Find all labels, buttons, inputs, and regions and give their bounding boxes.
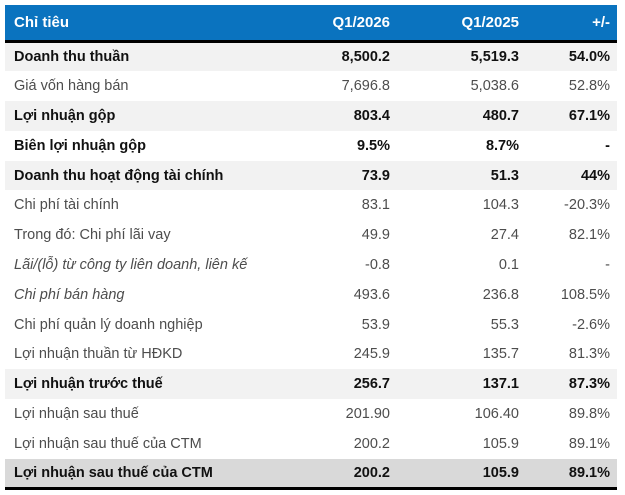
cell-q1-2025: 137.1 (397, 369, 526, 400)
cell-q1-2025: 27.4 (490, 227, 519, 244)
row-label: Lợi nhuận thuần từ HĐKD (14, 346, 183, 363)
table-row: Biên lợi nhuận gộp 9.5% 8.7% - (5, 131, 617, 161)
cell-q1-2025: 51.3 (397, 160, 526, 191)
cell-change: - (605, 137, 610, 154)
table-row: Chi phí tài chính 83.1 104.3 -20.3% (5, 190, 617, 220)
row-label: Giá vốn hàng bán (14, 78, 129, 95)
header-row: Chỉ tiêu Q1/2026 Q1/2025 +/- (5, 5, 617, 43)
cell-change: - (605, 256, 610, 273)
table-row: Chi phí bán hàng 493.6 236.8 108.5% (5, 280, 617, 310)
cell-q1-2026: 200.2 (353, 435, 390, 452)
table-row: Doanh thu thuần 8,500.2 5,519.3 54.0% (5, 41, 617, 72)
column-header-change: +/- (526, 5, 617, 43)
cell-q1-2026: 9.5% (356, 137, 390, 154)
row-label: Lợi nhuận gộp (5, 101, 285, 131)
cell-q1-2026: 49.9 (361, 227, 390, 244)
row-label: Trong đó: Chi phí lãi vay (14, 227, 171, 244)
column-header-indicator: Chỉ tiêu (5, 5, 285, 43)
table-row: Lãi/(lỗ) từ công ty liên doanh, liên kế -… (5, 250, 617, 280)
cell-change: 52.8% (568, 78, 610, 95)
cell-q1-2025: 0.1 (498, 256, 519, 273)
column-header-q1-2026: Q1/2026 (285, 5, 397, 43)
cell-change: 89.1% (526, 458, 617, 490)
table-row: Doanh thu hoạt động tài chính 73.9 51.3 44% (5, 160, 617, 191)
cell-q1-2025: 106.40 (474, 405, 519, 422)
cell-change: 87.3% (526, 369, 617, 400)
table-row: Lợi nhuận gộp 803.4 480.7 67.1% (5, 101, 617, 131)
cell-change: 54.0% (526, 41, 617, 72)
cell-q1-2026: 803.4 (285, 101, 397, 131)
row-label: Chi phí quản lý doanh nghiệp (14, 316, 203, 333)
cell-q1-2026: 493.6 (353, 286, 390, 303)
table-row: Giá vốn hàng bán 7,696.8 5,038.6 52.8% (5, 71, 617, 101)
cell-change: 81.3% (568, 346, 610, 363)
cell-q1-2025: 55.3 (490, 316, 519, 333)
cell-q1-2025: 105.9 (482, 435, 519, 452)
cell-q1-2026: 200.2 (285, 458, 397, 490)
cell-q1-2025: 480.7 (397, 101, 526, 131)
cell-q1-2026: 8,500.2 (285, 41, 397, 72)
cell-q1-2025: 104.3 (482, 197, 519, 214)
table-body: Doanh thu thuần 8,500.2 5,519.3 54.0% Giá vố… (5, 41, 617, 490)
cell-q1-2026: 7,696.8 (341, 78, 390, 95)
row-label: Lợi nhuận sau thuế của CTM (14, 435, 202, 452)
cell-q1-2025: 236.8 (482, 286, 519, 303)
cell-q1-2025: 135.7 (482, 346, 519, 363)
row-label: Doanh thu hoạt động tài chính (5, 160, 285, 191)
cell-change: 67.1% (526, 101, 617, 131)
row-label: Doanh thu thuần (5, 41, 285, 72)
row-label: Lãi/(lỗ) từ công ty liên doanh, liên kế (14, 256, 248, 273)
cell-change: 82.1% (568, 227, 610, 244)
row-label: Chi phí bán hàng (14, 286, 125, 303)
table-row: Lợi nhuận sau thuế 201.90 106.40 89.8% (5, 399, 617, 429)
table-row: Lợi nhuận thuần từ HĐKD 245.9 135.7 81.3% (5, 339, 617, 369)
cell-q1-2026: 256.7 (285, 369, 397, 400)
cell-q1-2025: 5,519.3 (397, 41, 526, 72)
cell-change: 108.5% (560, 286, 610, 303)
cell-q1-2025: 8.7% (485, 137, 519, 154)
table-row: Chi phí quản lý doanh nghiệp 53.9 55.3 -2.6… (5, 310, 617, 340)
table-row: Lợi nhuận sau thuế của CTM 200.2 105.9 89.1… (5, 429, 617, 459)
row-label: Lợi nhuận sau thuế của CTM (5, 458, 285, 490)
cell-change: -20.3% (564, 197, 610, 214)
cell-q1-2026: 73.9 (285, 160, 397, 191)
table-row: Lợi nhuận trước thuế 256.7 137.1 87.3% (5, 369, 617, 400)
financial-results-table: Chỉ tiêu Q1/2026 Q1/2025 +/- Doanh thu t… (5, 5, 617, 490)
cell-q1-2025: 105.9 (397, 458, 526, 490)
row-label: Lợi nhuận sau thuế (14, 405, 139, 422)
cell-q1-2026: 245.9 (353, 346, 390, 363)
cell-change: 89.1% (568, 435, 610, 452)
row-label: Biên lợi nhuận gộp (14, 137, 146, 154)
column-header-q1-2025: Q1/2025 (397, 5, 526, 43)
cell-change: -2.6% (572, 316, 610, 333)
table-row: Lợi nhuận sau thuế của CTM 200.2 105.9 89.1… (5, 458, 617, 490)
cell-change: 44% (526, 160, 617, 191)
cell-q1-2025: 5,038.6 (470, 78, 519, 95)
table-header: Chỉ tiêu Q1/2026 Q1/2025 +/- (5, 5, 617, 43)
row-label: Lợi nhuận trước thuế (5, 369, 285, 400)
cell-q1-2026: -0.8 (365, 256, 390, 273)
cell-change: 89.8% (568, 405, 610, 422)
table-row: Trong đó: Chi phí lãi vay 49.9 27.4 82.1% (5, 220, 617, 250)
cell-q1-2026: 201.90 (345, 405, 390, 422)
row-label: Chi phí tài chính (14, 197, 119, 214)
cell-q1-2026: 83.1 (361, 197, 390, 214)
cell-q1-2026: 53.9 (361, 316, 390, 333)
